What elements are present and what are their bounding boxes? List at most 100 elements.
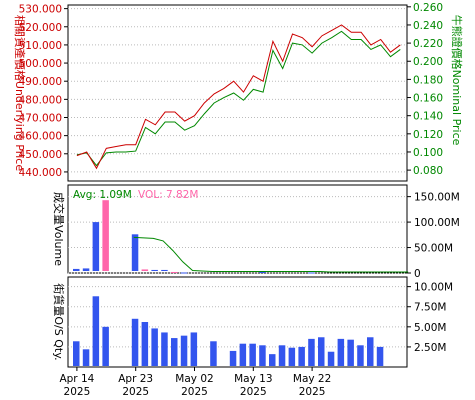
os-qty-bar — [298, 346, 305, 366]
os-qty-bar — [102, 326, 109, 366]
x-tick-year: 2025 — [122, 386, 149, 398]
os-qty-bar — [308, 338, 315, 366]
y-right-tick-label: 0.140 — [413, 111, 443, 123]
average-volume-line — [133, 236, 409, 273]
y-left-tick-label: 450.000 — [19, 149, 62, 161]
y-right-tick-label: 0.120 — [413, 129, 443, 141]
volume-panel-frame — [67, 184, 408, 274]
os-qty-bar — [278, 345, 286, 366]
y-right-tick-label: 0.200 — [413, 56, 443, 68]
x-tick-label: May 02 — [175, 373, 213, 385]
y-right-tick-label: 0.080 — [413, 165, 443, 177]
volume-bar — [171, 271, 178, 273]
y-right-tick-label: 0.180 — [413, 74, 443, 86]
os-qty-bar — [269, 354, 276, 366]
y-left-tick-label: 500.000 — [19, 58, 62, 70]
os-qty-bar — [337, 338, 345, 366]
x-tick-label: Apr 14 — [59, 373, 94, 385]
os-qty-bar — [210, 341, 217, 366]
y-left-tick-label: 470.000 — [19, 112, 62, 124]
os-qty-bar — [131, 318, 139, 366]
os-qty-bar — [249, 343, 256, 366]
x-tick-year: 2025 — [299, 386, 326, 398]
os-qty-tick-label: 2.50M — [414, 342, 446, 354]
volume-bar — [73, 268, 80, 271]
os-qty-bar — [318, 337, 325, 366]
os-qty-bar — [180, 335, 188, 366]
os-qty-bar — [347, 339, 354, 366]
os-qty-bar — [288, 347, 296, 366]
os-qty-bar — [376, 346, 384, 366]
os-qty-bar — [229, 350, 237, 366]
volume-bar — [131, 234, 139, 271]
os-qty-bar — [357, 345, 364, 366]
y-right-tick-label: 0.100 — [413, 147, 443, 159]
os-qty-bar — [141, 322, 149, 366]
volume-tick-label: 0 — [414, 268, 421, 280]
underlying-price-line — [76, 24, 401, 170]
y-right-tick-label: 0.160 — [413, 93, 443, 105]
y-left-tick-label: 440.000 — [19, 167, 62, 179]
avg-volume-legend: Avg: 1.09M — [73, 189, 132, 201]
x-tick-year: 2025 — [64, 386, 91, 398]
y-right-tick-label: 0.240 — [413, 20, 443, 32]
y-left-tick-label: 480.000 — [19, 94, 62, 106]
x-tick-label: May 22 — [293, 373, 331, 385]
volume-bar — [141, 269, 149, 271]
volume-panel: 150.00M 100.00M 50.00M 0 Avg: 1.09M VOL: 7.… — [52, 184, 460, 280]
os-qty-bar — [171, 338, 178, 366]
os-qty-bar — [82, 349, 90, 366]
y-left-tick-label: 530.000 — [19, 4, 62, 16]
volume-tick-labels: 150.00M 100.00M 50.00M 0 — [407, 192, 460, 280]
os-qty-panel: 10.00M 7.50M 5.00M 2.50M 街貨量O/S Qty. — [52, 276, 453, 368]
volume-bar — [308, 272, 315, 274]
os-qty-bar — [73, 341, 80, 366]
x-tick-label: May 13 — [234, 373, 272, 385]
os-qty-bar — [367, 337, 374, 366]
volume-axis-label: 成交量Volume — [52, 192, 66, 266]
os-qty-bar — [239, 343, 247, 366]
os-qty-tick-label: 10.00M — [414, 282, 453, 294]
os-qty-bar — [327, 351, 335, 366]
y-left-axis-label: 相關資產價格Underlying Price — [13, 15, 27, 171]
y-left-tick-label: 510.000 — [19, 40, 62, 52]
volume-bar — [151, 269, 158, 271]
volume-tick-label: 100.00M — [414, 217, 460, 229]
price-panel-frame — [67, 4, 408, 182]
y-left-tick-label: 490.000 — [19, 76, 62, 88]
volume-bar — [102, 200, 109, 271]
os-qty-bars — [73, 296, 384, 366]
os-qty-bar — [259, 345, 266, 366]
os-qty-tick-labels: 10.00M 7.50M 5.00M 2.50M — [407, 282, 453, 354]
os-qty-tick-label: 7.50M — [414, 302, 446, 314]
volume-bar — [92, 222, 100, 271]
os-qty-bar — [161, 332, 168, 366]
y-right-tick-label: 0.260 — [413, 2, 443, 14]
x-tick-label: Apr 23 — [118, 373, 153, 385]
volume-bar — [180, 272, 188, 274]
vol-legend: VOL: 7.82M — [138, 189, 198, 201]
y-right-tick-label: 0.220 — [413, 38, 443, 50]
price-panel: 530.000 520.000 510.000 500.000 490.000 480.0… — [13, 2, 464, 182]
volume-gridlines — [68, 196, 407, 274]
price-left-tick-labels: 530.000 520.000 510.000 500.000 490.000 480.0… — [19, 4, 68, 179]
volume-bar — [161, 269, 168, 271]
price-gridlines — [68, 8, 407, 173]
os-qty-bar — [92, 296, 100, 366]
x-tick-year: 2025 — [181, 386, 208, 398]
x-tick-year: 2025 — [240, 386, 267, 398]
nominal-price-line — [76, 30, 401, 167]
y-left-tick-label: 520.000 — [19, 22, 62, 34]
price-right-tick-labels: 0.260 0.240 0.220 0.200 0.180 0.160 0.140 0.120… — [407, 2, 443, 177]
y-left-tick-label: 460.000 — [19, 131, 62, 143]
volume-bar — [82, 268, 90, 271]
y-right-axis-label: 牛熊證價格Nominal Price — [450, 15, 464, 146]
os-qty-panel-frame — [67, 276, 408, 368]
os-qty-bar — [151, 328, 158, 366]
volume-bar — [259, 271, 266, 273]
volume-tick-label: 150.00M — [414, 192, 460, 204]
os-qty-axis-label: 街貨量O/S Qty. — [52, 283, 66, 360]
volume-tick-label: 50.00M — [414, 243, 453, 255]
